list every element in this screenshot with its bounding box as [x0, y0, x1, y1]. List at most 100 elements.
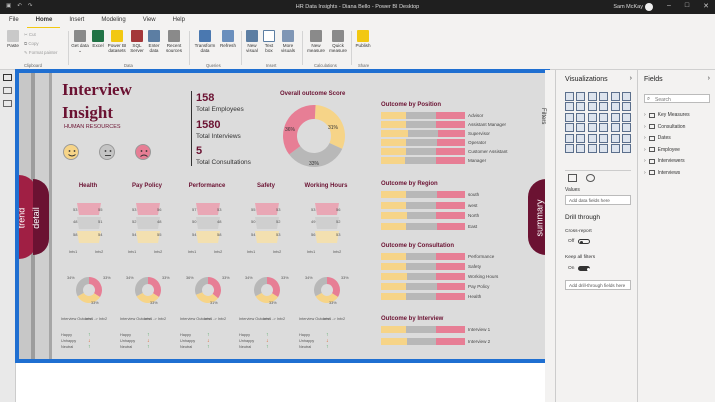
- chevron-right-icon[interactable]: ›: [644, 169, 646, 176]
- category-mini-chart-1[interactable]: [128, 199, 168, 249]
- visual-type-icon[interactable]: [610, 112, 620, 122]
- field-table-item[interactable]: › Employee: [644, 147, 680, 153]
- field-table-item[interactable]: › Dates: [644, 135, 671, 141]
- donut-slice[interactable]: [89, 277, 102, 297]
- visual-type-icon[interactable]: [610, 123, 620, 133]
- consultation-bar-segment[interactable]: [436, 293, 465, 300]
- publish-button[interactable]: Publish: [354, 30, 372, 48]
- chevron-right-icon[interactable]: ›: [644, 146, 646, 153]
- category-donut-2[interactable]: [193, 275, 223, 305]
- donut-slice[interactable]: [195, 292, 219, 303]
- region-bar-segment[interactable]: [437, 191, 465, 198]
- visual-type-icon[interactable]: [576, 123, 586, 133]
- visual-type-icon[interactable]: [621, 112, 631, 122]
- visual-type-icon[interactable]: [587, 102, 597, 112]
- visual-type-icon[interactable]: [621, 143, 631, 153]
- interview-bar-segment[interactable]: [406, 326, 437, 333]
- donut-slice[interactable]: [327, 277, 340, 297]
- new-visual-button[interactable]: New visual: [244, 30, 260, 53]
- consultation-bar-segment[interactable]: [406, 293, 437, 300]
- visual-type-icon[interactable]: [565, 92, 574, 101]
- region-bar-segment[interactable]: [436, 201, 465, 209]
- visual-type-icon[interactable]: [599, 143, 609, 153]
- menu-view[interactable]: View: [142, 17, 156, 23]
- interview-bar-segment[interactable]: [407, 338, 437, 345]
- category-donut-4[interactable]: [312, 275, 342, 305]
- position-bar-segment[interactable]: [406, 121, 437, 128]
- donut-slice[interactable]: [136, 292, 159, 303]
- donut-slice[interactable]: [315, 292, 338, 303]
- position-bar-segment[interactable]: [381, 121, 407, 128]
- chevron-right-icon[interactable]: ›: [644, 123, 646, 130]
- quick-measure-button[interactable]: Quick measure: [328, 30, 348, 53]
- donut-slice[interactable]: [254, 277, 267, 297]
- field-table-item[interactable]: › Consultation: [644, 124, 685, 130]
- menu-help[interactable]: Help: [172, 17, 185, 23]
- chevron-right-icon[interactable]: ›: [644, 112, 646, 118]
- position-bar-segment[interactable]: [406, 139, 438, 146]
- report-page[interactable]: trend detail summary Interview Insight H…: [15, 69, 550, 363]
- donut-slice[interactable]: [76, 277, 89, 297]
- visual-type-icon[interactable]: [621, 92, 631, 101]
- region-bar-segment[interactable]: [381, 191, 407, 198]
- get-data-button[interactable]: Get data ⌄: [70, 30, 90, 53]
- transform-data-button[interactable]: Transform data: [192, 30, 218, 53]
- region-bar-segment[interactable]: [406, 222, 438, 230]
- user-name[interactable]: Sam McKay: [613, 3, 643, 10]
- donut-slice[interactable]: [148, 277, 161, 297]
- region-bar-row[interactable]: [381, 212, 465, 219]
- new-measure-button[interactable]: New measure: [306, 30, 326, 53]
- overall-donut-chart[interactable]: 31% 33% 36%: [281, 103, 347, 169]
- data-view-icon[interactable]: [3, 87, 12, 94]
- report-view-icon[interactable]: [3, 74, 12, 81]
- enter-data-button[interactable]: Enter data: [146, 30, 162, 53]
- region-bar-segment[interactable]: [406, 191, 438, 198]
- interview-bar-segment[interactable]: [381, 326, 407, 333]
- region-bar-segment[interactable]: [407, 212, 437, 219]
- cross-report-toggle[interactable]: [578, 239, 590, 244]
- visual-type-icon[interactable]: [621, 123, 631, 133]
- donut-slice[interactable]: [77, 292, 100, 303]
- position-bar-segment[interactable]: [406, 148, 437, 155]
- more-visuals-button[interactable]: More visuals: [279, 30, 297, 53]
- consultation-bar-segment[interactable]: [436, 273, 465, 280]
- field-table-item[interactable]: › Key Measures: [644, 112, 690, 118]
- chevron-right-icon[interactable]: ›: [629, 75, 632, 82]
- consultation-bar-row[interactable]: [381, 293, 465, 300]
- visual-type-icon[interactable]: [599, 102, 609, 112]
- visual-type-icon[interactable]: [599, 123, 609, 133]
- consultation-bar-segment[interactable]: [407, 273, 437, 280]
- consultation-bar-segment[interactable]: [406, 263, 437, 270]
- category-mini-chart-4[interactable]: [307, 199, 347, 249]
- visual-type-icon[interactable]: [576, 112, 586, 122]
- save-icon[interactable]: ▣: [6, 3, 12, 9]
- donut-slice[interactable]: [314, 105, 345, 149]
- interview-bar-segment[interactable]: [436, 326, 465, 333]
- consultation-bar-segment[interactable]: [381, 273, 408, 280]
- format-painter-button[interactable]: ✎ Format painter: [24, 50, 58, 55]
- visual-type-icon[interactable]: [599, 133, 609, 143]
- visual-type-icon[interactable]: [587, 143, 597, 153]
- donut-slice[interactable]: [267, 277, 280, 297]
- position-bar-segment[interactable]: [436, 157, 465, 164]
- avatar[interactable]: [645, 3, 653, 11]
- fields-search-input[interactable]: Search: [644, 94, 710, 103]
- position-bar-segment[interactable]: [436, 112, 465, 119]
- visual-type-icon[interactable]: [587, 92, 597, 101]
- donut-slice[interactable]: [195, 277, 208, 295]
- fields-well-icon[interactable]: [568, 174, 577, 182]
- consultation-bar-segment[interactable]: [436, 253, 465, 260]
- consultation-bar-segment[interactable]: [381, 263, 407, 270]
- donut-slice[interactable]: [283, 105, 316, 155]
- position-bar-segment[interactable]: [438, 130, 465, 137]
- happy-face-icon[interactable]: [63, 144, 79, 160]
- consultation-bar-row[interactable]: [381, 263, 465, 270]
- menu-modeling[interactable]: Modeling: [101, 17, 126, 23]
- position-bar-row[interactable]: [381, 139, 465, 146]
- visual-type-icon[interactable]: [610, 143, 620, 153]
- donut-slice[interactable]: [255, 292, 278, 303]
- format-paint-icon[interactable]: [586, 174, 595, 182]
- cut-button[interactable]: ✂ Cut: [24, 32, 36, 37]
- visual-type-icon[interactable]: [565, 102, 574, 112]
- consultation-bar-segment[interactable]: [381, 253, 407, 260]
